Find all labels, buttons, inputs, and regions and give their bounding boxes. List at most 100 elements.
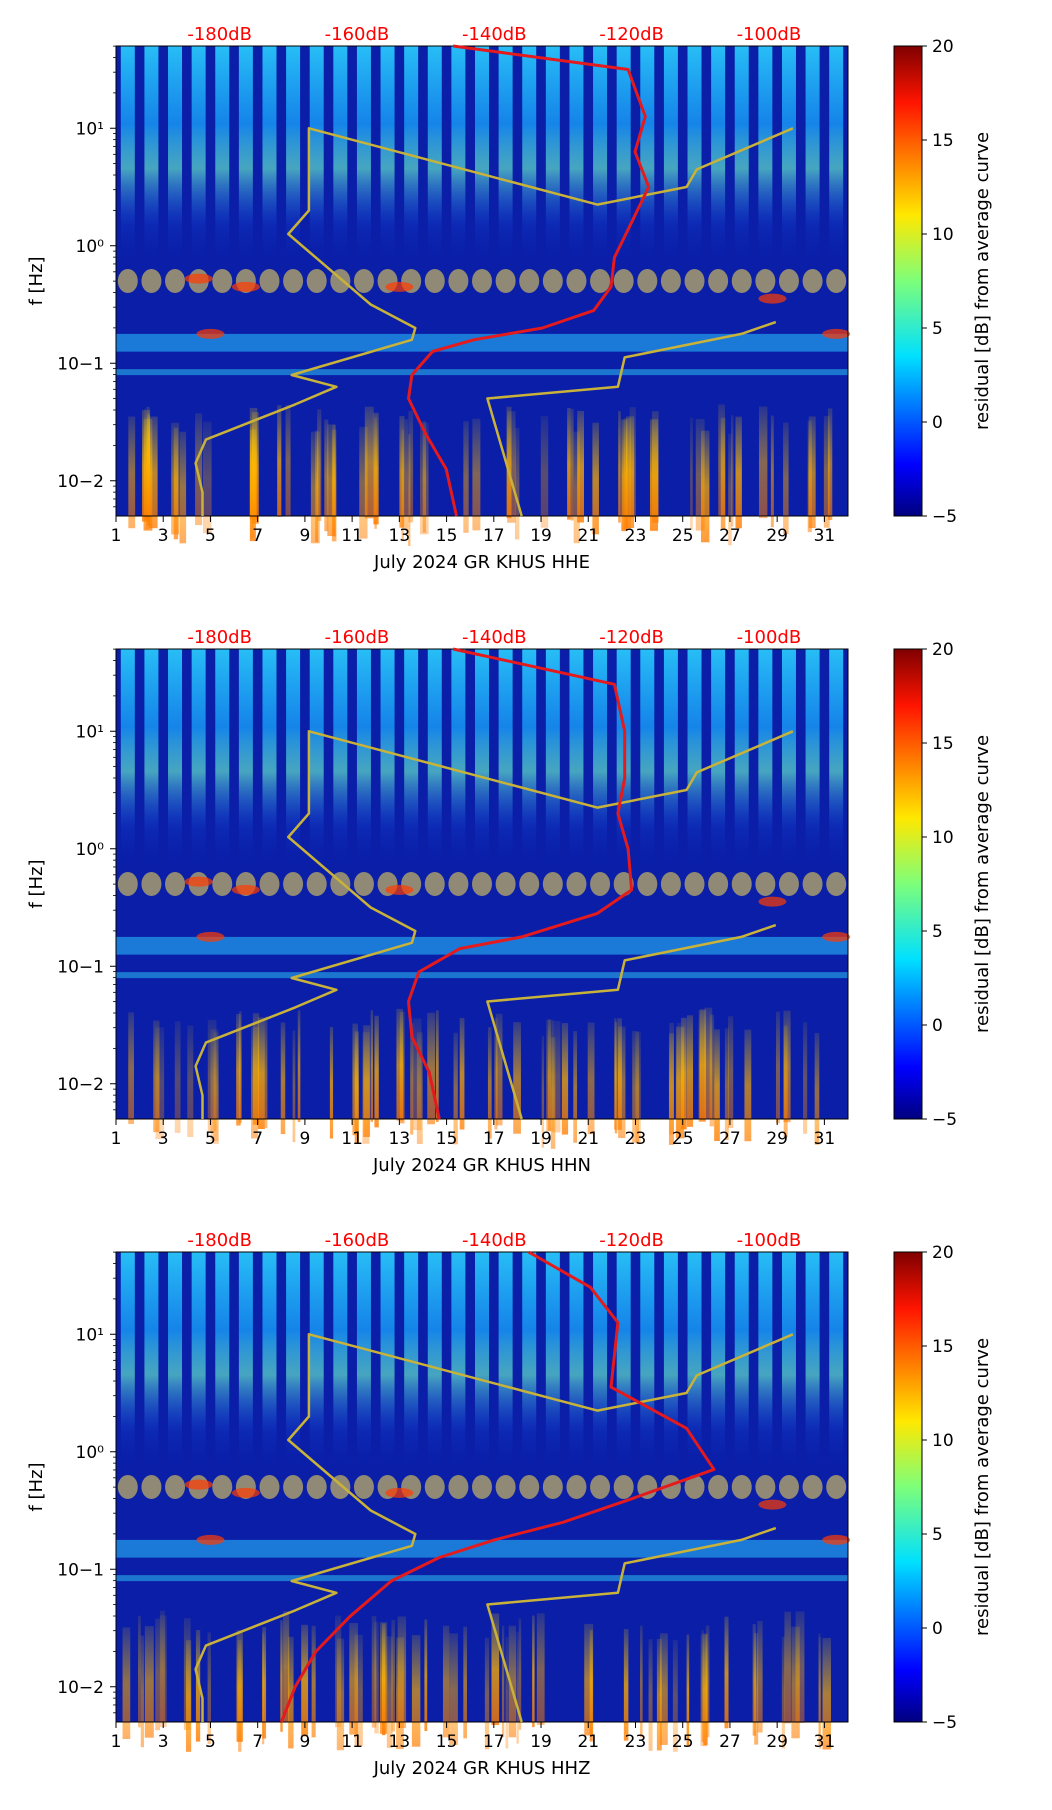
x-axis-title: July 2024 GR KHUS HHZ (373, 1758, 591, 1779)
daily-noise-stripe (640, 46, 655, 270)
low-frequency-streak (695, 418, 705, 531)
low-frequency-streak (410, 1022, 414, 1135)
daily-noise-stripe (805, 649, 820, 873)
microseism-blob (613, 1475, 634, 1499)
microseism-blob (826, 269, 847, 293)
low-frequency-streak (236, 1013, 241, 1126)
microseism-blob (353, 1475, 374, 1499)
microseism-blob (117, 1475, 138, 1499)
daily-noise-stripe (569, 46, 584, 270)
daily-noise-stripe (711, 46, 726, 270)
microseism-blob (448, 269, 469, 293)
low-frequency-streak (714, 1029, 720, 1142)
low-frequency-streak (262, 1626, 267, 1739)
daily-noise-stripe (781, 1252, 796, 1476)
microseism-blob (802, 1475, 823, 1499)
low-frequency-streak (419, 422, 429, 535)
daily-noise-stripe (309, 649, 324, 873)
x-tick-label: 3 (158, 1129, 169, 1149)
low-frequency-streak (349, 1623, 358, 1735)
daily-noise-stripe (380, 46, 395, 270)
microseism-blob (141, 1475, 162, 1499)
low-frequency-streak (236, 1630, 243, 1742)
y-tick-label: 10−2 (57, 1678, 104, 1698)
x-tick-label: 27 (719, 1732, 741, 1752)
x-tick-label: 15 (436, 526, 458, 546)
microseism-blob (519, 872, 540, 896)
storm-hotspot (758, 896, 787, 907)
storm-hotspot (758, 293, 787, 304)
low-frequency-streak (354, 1634, 363, 1747)
low-frequency-streak (495, 1013, 503, 1126)
low-frequency-streak (411, 1635, 421, 1747)
daily-noise-stripe (144, 1252, 159, 1476)
daily-noise-stripe (238, 649, 253, 873)
daily-noise-stripe (120, 649, 135, 873)
low-frequency-streak (550, 1037, 556, 1149)
low-frequency-streak (277, 405, 282, 517)
daily-noise-stripe (309, 1252, 324, 1476)
daily-noise-stripe (215, 649, 230, 873)
colorbar-title: residual [dB] from average curve (972, 735, 993, 1033)
daily-noise-stripe (333, 46, 348, 270)
microseism-blob (755, 872, 776, 896)
low-frequency-streak (724, 1616, 729, 1729)
microseism-blob (353, 872, 374, 896)
low-frequency-streak (770, 415, 774, 528)
low-frequency-streak (487, 1027, 492, 1139)
db-scale-label: -140dB (462, 24, 527, 45)
low-frequency-streak (179, 431, 187, 544)
low-frequency-streak (207, 1632, 211, 1745)
db-scale-label: -100dB (737, 1230, 802, 1251)
daily-noise-stripe (711, 649, 726, 873)
microseism-blob (590, 269, 611, 293)
microseism-blob (472, 1475, 492, 1499)
low-frequency-streak (149, 416, 158, 529)
microseism-blob (141, 872, 162, 896)
low-frequency-streak (648, 1639, 653, 1751)
colorbar-tick-label: −5 (932, 507, 957, 527)
low-frequency-streak (494, 1017, 498, 1130)
low-frequency-streak (373, 412, 379, 525)
daily-noise-stripe (262, 46, 277, 270)
microseism-blob (306, 872, 327, 896)
daily-noise-stripe (168, 46, 183, 270)
microseism-blob (684, 872, 705, 896)
db-scale-label: -100dB (737, 24, 802, 45)
storm-hotspot (822, 931, 851, 942)
y-tick-label: 10⁰ (76, 237, 105, 257)
microseism-blob (755, 1475, 776, 1499)
daily-noise-stripe (545, 1252, 560, 1476)
daily-noise-stripe (758, 1252, 773, 1476)
low-frequency-streak (128, 1012, 134, 1124)
x-tick-label: 19 (530, 526, 552, 546)
low-frequency-streak (546, 1019, 554, 1132)
microseism-blob (165, 269, 186, 293)
db-scale-label: -160dB (325, 1230, 390, 1251)
low-frequency-streak (735, 416, 742, 529)
x-tick-label: 31 (814, 526, 836, 546)
microseism-blob (708, 269, 729, 293)
daily-noise-stripe (475, 1252, 489, 1476)
low-frequency-streak (283, 1610, 290, 1723)
low-frequency-streak (784, 1611, 791, 1724)
daily-noise-stripe (451, 649, 466, 873)
low-frequency-streak (327, 424, 336, 537)
x-tick-label: 11 (341, 1129, 363, 1149)
y-tick-label: 10¹ (76, 1325, 104, 1345)
colorbar-tick-label: 20 (932, 1243, 954, 1263)
microseism-blob (566, 872, 587, 896)
low-frequency-streak (618, 1026, 626, 1139)
microseism-blob (637, 872, 658, 896)
low-frequency-streak (704, 1007, 713, 1120)
microseism-blob (212, 269, 233, 293)
daily-noise-stripe (829, 46, 844, 270)
db-scale-label: -140dB (462, 1230, 527, 1251)
low-frequency-streak (195, 1629, 201, 1742)
low-frequency-streak (249, 429, 256, 542)
low-frequency-streak (364, 406, 374, 519)
x-tick-label: 19 (530, 1129, 552, 1149)
low-frequency-streak (374, 1621, 379, 1734)
low-frequency-streak (332, 424, 336, 537)
low-frequency-streak (709, 1014, 715, 1127)
